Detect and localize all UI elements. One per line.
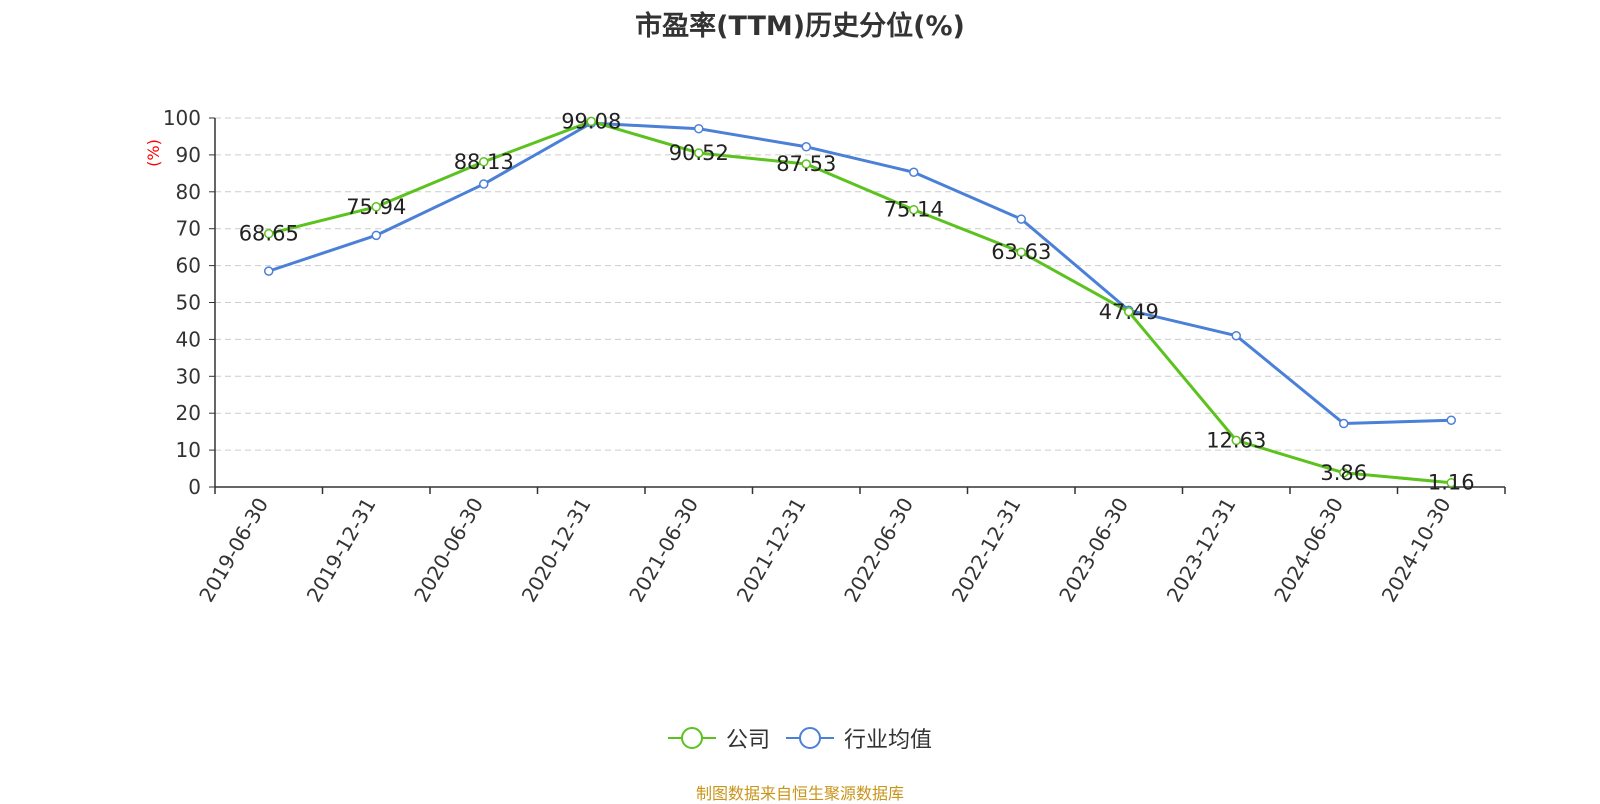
y-tick-label: 20	[176, 401, 201, 425]
axes: 0 10 20 30 40 50 60 70 80 90 100 2019-06-30 2019-12-…	[144, 106, 1506, 607]
data-point-industry[interactable]	[694, 123, 704, 134]
legend-item-company[interactable]: 公司	[667, 722, 770, 754]
legend-item-industry[interactable]: 行业均值	[786, 722, 932, 754]
data-point-industry[interactable]	[1016, 214, 1026, 224]
y-tick-label: 0	[188, 475, 201, 499]
data-label: 99.08	[561, 109, 621, 133]
x-tick-label: 2020-12-31	[517, 494, 596, 607]
data-labels: 68.65 75.94 88.13 99.08 90.52 87.53 75.14 63.63…	[239, 109, 1475, 494]
data-label: 47.49	[1099, 300, 1159, 324]
x-tick-label: 2020-06-30	[409, 494, 488, 607]
y-tick-label: 80	[176, 180, 201, 204]
x-tick-label: 2019-12-31	[302, 494, 381, 607]
grid-lines	[215, 117, 1505, 451]
data-label: 87.53	[776, 152, 836, 176]
y-tick-label: 30	[176, 364, 201, 388]
series-lines	[264, 116, 1456, 488]
x-tick-label: 2022-12-31	[947, 494, 1026, 607]
x-tick-label: 2024-06-30	[1269, 494, 1348, 607]
data-point-industry[interactable]	[1231, 330, 1241, 341]
data-label: 90.52	[669, 141, 729, 165]
data-point-company[interactable]	[801, 159, 811, 169]
series-line-industry	[268, 121, 1452, 426]
x-tick-label: 2024-10-30	[1377, 494, 1456, 607]
x-tick-label: 2023-12-31	[1162, 494, 1241, 607]
legend-company-label: 公司	[725, 728, 770, 753]
legend-industry-icon	[786, 727, 834, 749]
chart-title: 市盈率(TTM)历史分位(%)	[635, 11, 965, 42]
data-label: 75.14	[884, 198, 944, 222]
x-tick-label: 2022-06-30	[839, 494, 918, 607]
data-point-industry[interactable]	[264, 266, 274, 276]
y-axis-label: (%)	[144, 139, 163, 167]
data-point-company[interactable]	[909, 204, 919, 215]
data-label: 63.63	[991, 240, 1051, 264]
x-tick-label: 2023-06-30	[1054, 494, 1133, 607]
data-point-company[interactable]	[479, 157, 489, 167]
y-tick-label: 70	[176, 217, 201, 241]
x-tick-label: 2019-06-30	[194, 494, 273, 607]
y-tick-label: 40	[176, 327, 201, 351]
data-point-industry[interactable]	[1446, 415, 1456, 425]
x-tick-label: 2021-06-30	[624, 494, 703, 607]
legend-industry-label: 行业均值	[844, 728, 933, 753]
data-label: 75.94	[346, 195, 406, 219]
data-point-industry[interactable]	[371, 230, 381, 241]
data-label: 88.13	[454, 150, 514, 174]
y-tick-label: 10	[176, 438, 201, 462]
data-point-company[interactable]	[371, 202, 381, 212]
data-point-industry[interactable]	[909, 167, 919, 177]
y-tick-label: 50	[176, 291, 201, 315]
series-line-company	[268, 119, 1452, 485]
legend: 公司 行业均值	[0, 722, 1600, 754]
data-point-company[interactable]	[1446, 477, 1456, 488]
data-point-industry[interactable]	[479, 179, 489, 189]
data-point-company[interactable]	[1339, 468, 1349, 478]
data-point-company[interactable]	[586, 116, 596, 127]
data-point-company[interactable]	[694, 148, 704, 158]
data-point-company[interactable]	[264, 228, 274, 239]
x-tick-label: 2021-12-31	[732, 494, 811, 607]
data-label: 68.65	[239, 222, 299, 246]
data-label: 1.16	[1428, 471, 1475, 495]
data-label: 3.86	[1320, 461, 1367, 485]
y-tick-label: 60	[176, 254, 201, 278]
source-text: 制图数据来自恒生聚源数据库	[695, 784, 904, 803]
data-point-industry[interactable]	[801, 142, 811, 152]
y-tick-label: 90	[176, 143, 201, 167]
y-tick-label: 100	[163, 106, 201, 130]
data-point-company[interactable]	[1016, 247, 1026, 257]
legend-company-icon	[667, 727, 716, 749]
data-label: 12.63	[1206, 428, 1266, 452]
data-point-company[interactable]	[1231, 435, 1241, 446]
data-point-industry[interactable]	[1339, 418, 1349, 429]
data-point-company[interactable]	[1124, 307, 1134, 317]
